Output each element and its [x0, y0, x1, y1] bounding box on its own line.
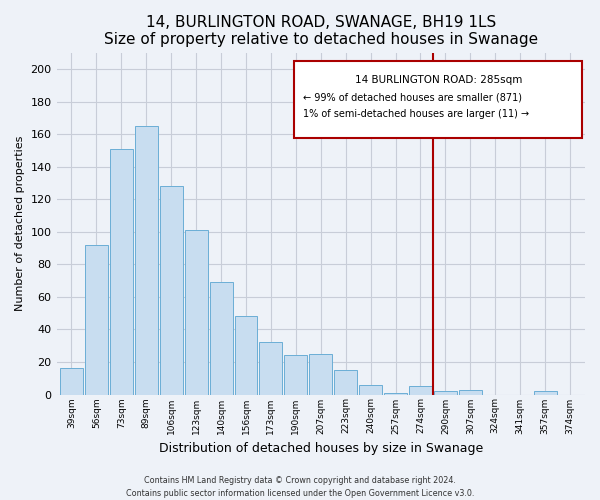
X-axis label: Distribution of detached houses by size in Swanage: Distribution of detached houses by size …: [158, 442, 483, 455]
Bar: [384, 393, 407, 394]
Title: 14, BURLINGTON ROAD, SWANAGE, BH19 1LS
Size of property relative to detached hou: 14, BURLINGTON ROAD, SWANAGE, BH19 1LS S…: [104, 15, 538, 48]
Bar: [235, 316, 257, 394]
Bar: [259, 342, 283, 394]
Bar: [409, 386, 432, 394]
Text: 1% of semi-detached houses are larger (11) →: 1% of semi-detached houses are larger (1…: [304, 109, 529, 119]
Bar: [160, 186, 182, 394]
Text: Contains HM Land Registry data © Crown copyright and database right 2024.
Contai: Contains HM Land Registry data © Crown c…: [126, 476, 474, 498]
FancyBboxPatch shape: [295, 62, 583, 138]
Bar: [310, 354, 332, 395]
Bar: [359, 384, 382, 394]
Bar: [284, 356, 307, 395]
Bar: [185, 230, 208, 394]
Bar: [459, 390, 482, 394]
Text: ← 99% of detached houses are smaller (871): ← 99% of detached houses are smaller (87…: [304, 92, 523, 102]
Bar: [434, 392, 457, 394]
Bar: [533, 392, 557, 394]
Bar: [135, 126, 158, 394]
Bar: [110, 149, 133, 394]
Text: 14 BURLINGTON ROAD: 285sqm: 14 BURLINGTON ROAD: 285sqm: [355, 75, 522, 85]
Bar: [334, 370, 357, 394]
Y-axis label: Number of detached properties: Number of detached properties: [15, 136, 25, 312]
Bar: [60, 368, 83, 394]
Bar: [85, 245, 108, 394]
Bar: [209, 282, 233, 395]
